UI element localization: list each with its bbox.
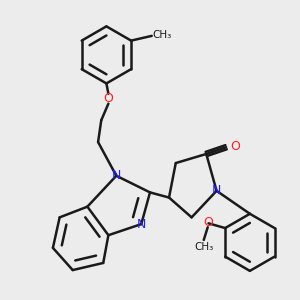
Text: N: N: [212, 184, 221, 197]
Text: O: O: [103, 92, 113, 105]
Text: CH₃: CH₃: [194, 242, 213, 252]
Text: N: N: [136, 218, 146, 231]
Text: O: O: [230, 140, 240, 153]
Text: CH₃: CH₃: [152, 30, 171, 40]
Text: N: N: [112, 169, 121, 182]
Text: O: O: [203, 216, 213, 229]
